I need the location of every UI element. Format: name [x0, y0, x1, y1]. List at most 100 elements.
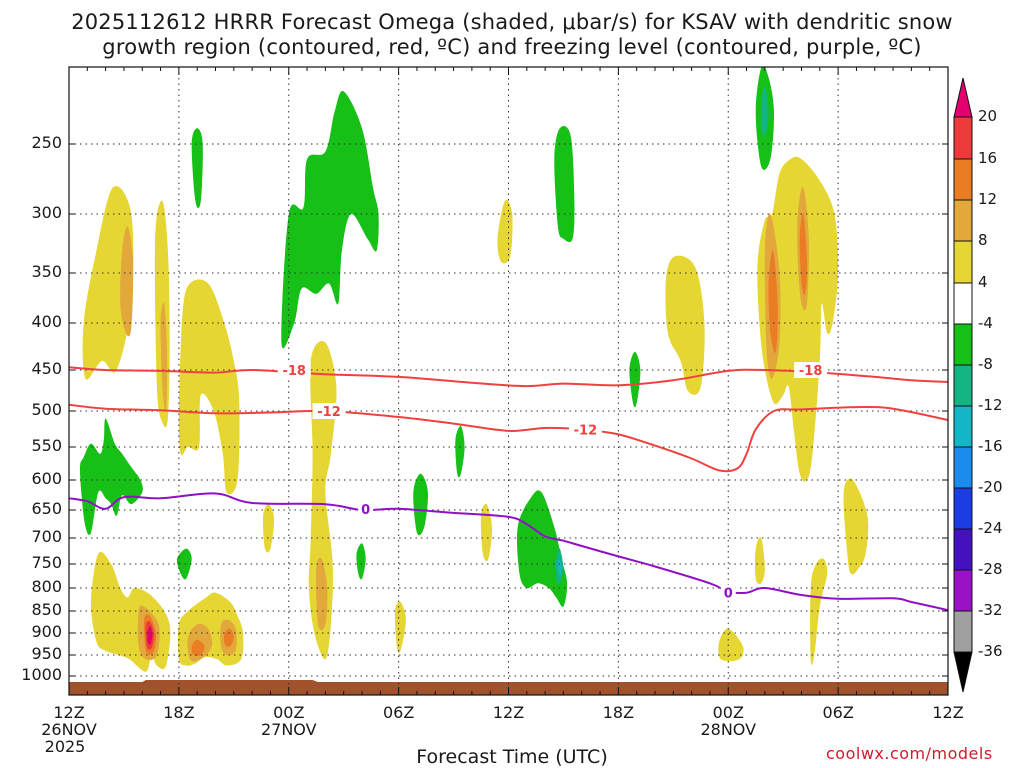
omega-region-35 — [356, 543, 366, 580]
contour-label--18-0: -18 — [282, 364, 306, 379]
y-tick-label-700: 700 — [31, 527, 62, 546]
colorbar-label-6: -8 — [978, 355, 993, 373]
colorbar-swatch-bottom — [953, 651, 973, 693]
contour-label-bg-2-0 — [358, 500, 374, 517]
y-tick-label-250: 250 — [31, 133, 62, 152]
x-tick-label-0: 12Z — [53, 703, 85, 722]
contour-label-0-1: 0 — [724, 587, 733, 602]
contour-label-bg-0-1 — [794, 362, 828, 378]
y-tick-label-500: 500 — [31, 400, 62, 419]
colorbar-label-13: -36 — [978, 642, 1003, 660]
omega-region-8 — [394, 601, 406, 654]
omega-region-34 — [176, 548, 192, 580]
omega-region-27 — [223, 628, 234, 647]
omega-region-1 — [120, 226, 134, 337]
omega-region-0 — [82, 185, 134, 380]
colorbar-label-3: 8 — [978, 231, 988, 249]
omega-region-30 — [147, 626, 153, 645]
omega-region-9 — [497, 199, 513, 264]
chart-title-line-1: 2025112612 HRRR Forecast Omega (shaded, … — [71, 10, 953, 34]
omega-region-40 — [629, 351, 641, 408]
colorbar-label-4: 4 — [978, 273, 988, 291]
y-tick-label-900: 900 — [31, 622, 62, 641]
colorbar-label-8: -16 — [978, 437, 1003, 455]
colorbar-label-11: -28 — [978, 560, 1003, 578]
colorbar-swatch-7 — [953, 364, 973, 407]
colorbar-label-9: -20 — [978, 478, 1003, 496]
colorbar-swatch-13 — [953, 610, 973, 653]
chart-title-line-2: growth region (contoured, red, ºC) and f… — [102, 35, 922, 59]
omega-region-3 — [160, 302, 168, 413]
omega-region-14 — [768, 250, 778, 353]
y-tick-label-300: 300 — [31, 203, 62, 222]
omega-region-20 — [718, 628, 744, 662]
omega-region-19 — [810, 558, 828, 666]
x-tick-label-42: 06Z — [822, 703, 854, 722]
colorbar-swatch-4 — [953, 240, 973, 284]
x-axis-title: Forecast Time (UTC) — [416, 746, 608, 768]
omega-region-26 — [191, 639, 205, 657]
colorbar-label-5: -4 — [978, 314, 993, 332]
x-tick-label-12: 00Z — [273, 703, 305, 722]
x-tick-date-12: 27NOV — [260, 720, 317, 739]
plot-area: -18 -18 -12 -12 0 0 — [69, 67, 948, 695]
contour-label--12-0: -12 — [317, 405, 341, 420]
omega-region-39 — [554, 125, 575, 242]
omega-region-5 — [262, 504, 275, 553]
omega-region-21 — [90, 551, 171, 672]
omega-region-10 — [480, 503, 493, 562]
contour-label-bg-2-1 — [720, 584, 736, 601]
y-tick-label-450: 450 — [31, 359, 62, 378]
contour-label-bg-1-1 — [568, 421, 602, 438]
omega-region-7 — [316, 557, 328, 631]
colorbar-label-7: -12 — [978, 396, 1003, 414]
contour-label-bg-1-0 — [312, 403, 346, 419]
contour--12-line — [69, 403, 948, 473]
omega-region-31 — [281, 91, 379, 349]
omega-region-33 — [191, 128, 203, 209]
colorbar-swatch-9 — [953, 446, 973, 489]
omega-region-32 — [79, 418, 143, 536]
colorbar-label-1: 16 — [978, 149, 998, 167]
x-tick-label-18: 06Z — [382, 703, 415, 722]
omega-region-6 — [308, 340, 337, 660]
colorbar-swatch-2 — [953, 158, 973, 201]
colorbar — [953, 77, 973, 693]
y-tick-label-950: 950 — [31, 644, 62, 663]
x-tick-date-0: 26NOV — [41, 720, 97, 739]
colorbar-swatch-6 — [953, 323, 973, 366]
omega-region-44 — [557, 558, 562, 577]
y-tick-label-750: 750 — [31, 553, 62, 572]
y-tick-label-600: 600 — [31, 469, 62, 488]
colorbar-swatch-12 — [953, 569, 973, 612]
x-tick-label-48: 12Z — [932, 703, 964, 722]
colorbar-label-2: 12 — [978, 190, 998, 208]
y-tick-label-650: 650 — [31, 499, 62, 518]
y-tick-label-550: 550 — [31, 436, 62, 455]
colorbar-swatch-10 — [953, 487, 973, 530]
omega-region-42 — [760, 85, 769, 137]
omega-region-11 — [665, 255, 705, 395]
omega-region-4 — [178, 279, 240, 495]
colorbar-label-0: 20 — [978, 107, 998, 125]
x-tick-label-24: 12Z — [492, 703, 525, 722]
omega-region-37 — [455, 425, 465, 478]
colorbar-swatch-top — [953, 77, 973, 118]
colorbar-label-10: -24 — [978, 519, 1003, 537]
y-tick-label-350: 350 — [31, 262, 62, 281]
colorbar-swatch-11 — [953, 528, 973, 571]
omega-region-18 — [843, 478, 869, 575]
colorbar-swatch-1 — [953, 116, 973, 160]
contour-label--12-1: -12 — [574, 423, 598, 438]
contour-label--18-1: -18 — [799, 364, 823, 379]
colorbar-swatch-5 — [953, 282, 973, 325]
x-tick-label-36: 00Z — [712, 703, 744, 722]
x-tick-date-36: 28NOV — [700, 720, 757, 739]
colorbar-swatch-3 — [953, 199, 973, 242]
omega-region-17 — [755, 537, 765, 585]
credit-link[interactable]: coolwx.com/models — [826, 744, 993, 763]
contour-label-bg-0-0 — [277, 362, 311, 378]
y-tick-label-800: 800 — [31, 577, 62, 596]
